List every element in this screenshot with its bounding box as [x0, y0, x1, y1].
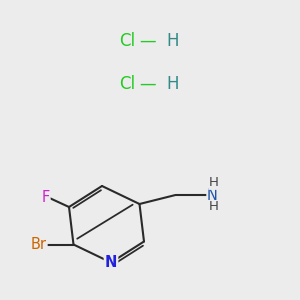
Text: —: —: [140, 75, 156, 93]
Text: H: H: [167, 75, 179, 93]
Text: —: —: [140, 32, 156, 50]
Text: H: H: [209, 176, 218, 190]
Text: N: N: [105, 255, 117, 270]
Text: H: H: [209, 200, 218, 214]
Text: Cl: Cl: [119, 75, 135, 93]
Text: H: H: [167, 32, 179, 50]
Text: N: N: [207, 188, 218, 202]
Text: F: F: [41, 190, 50, 206]
Text: Br: Br: [31, 237, 46, 252]
Text: Cl: Cl: [119, 32, 135, 50]
